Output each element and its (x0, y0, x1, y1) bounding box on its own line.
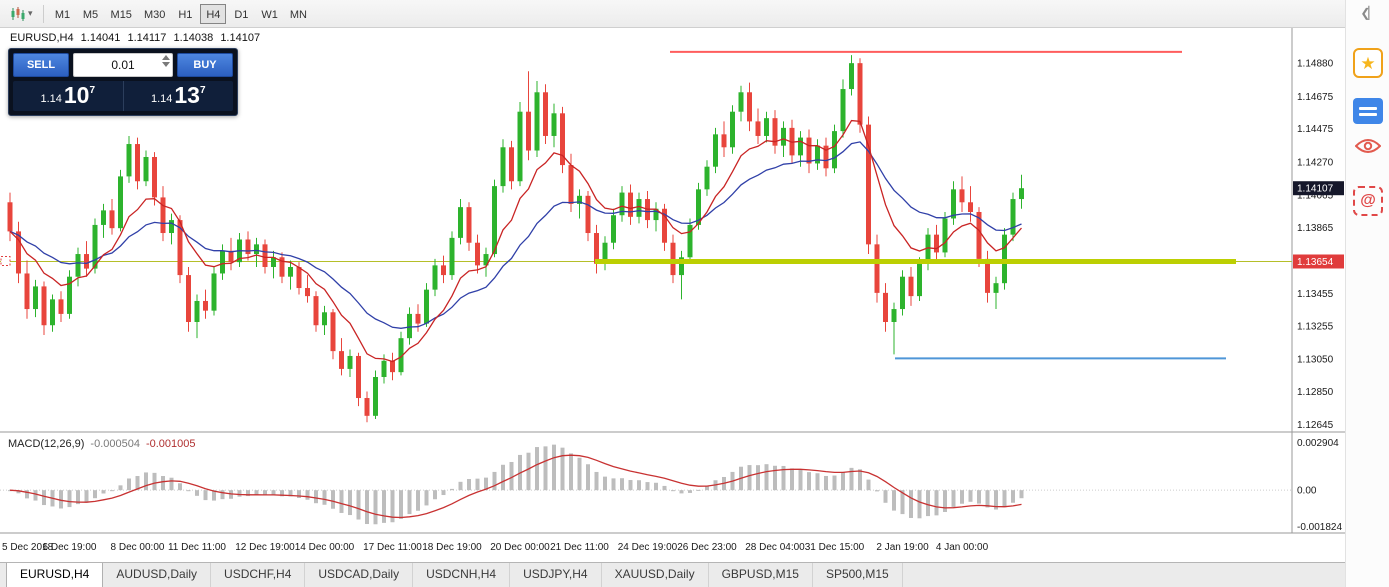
svg-text:1.14065: 1.14065 (1297, 191, 1334, 202)
buy-button[interactable]: BUY (177, 53, 233, 77)
chart-tab-usdjpy-h4[interactable]: USDJPY,H4 (510, 563, 602, 587)
svg-text:14 Dec 00:00: 14 Dec 00:00 (295, 542, 355, 553)
close-value: 1.14107 (220, 32, 261, 44)
spinner-up-icon[interactable] (162, 55, 170, 60)
chart-area[interactable]: 1.14880 1.14675 1.14475 1.14270 1.14065 1.138… (0, 28, 1345, 562)
svg-text:1.14270: 1.14270 (1297, 157, 1334, 168)
symbol-period-label: EURUSD,H4 (10, 32, 74, 44)
volume-value: 0.01 (111, 58, 135, 72)
svg-text:31 Dec 15:00: 31 Dec 15:00 (805, 542, 865, 553)
desktop-side-toolbar: ❮▏ ★ @ (1345, 0, 1389, 587)
eye-protection-icon[interactable] (1353, 136, 1383, 156)
svg-text:24 Dec 19:00: 24 Dec 19:00 (618, 542, 678, 553)
chevron-down-icon: ▾ (28, 8, 33, 18)
timeframe-w1[interactable]: W1 (256, 4, 283, 24)
chart-tab-gbpusd-m15[interactable]: GBPUSD,M15 (709, 563, 813, 587)
one-click-trading-panel: SELL 0.01 BUY 1.14 10 7 1.14 13 7 (8, 48, 238, 116)
notes-cards-icon[interactable] (1353, 98, 1383, 124)
high-value: 1.14117 (127, 32, 167, 44)
chart-ohlc-header: EURUSD,H4 1.14041 1.14117 1.14038 1.1410… (10, 32, 264, 44)
svg-text:26 Dec 23:00: 26 Dec 23:00 (677, 542, 737, 553)
spinner-down-icon[interactable] (162, 62, 170, 67)
buy-price[interactable]: 1.14 13 7 (124, 81, 234, 111)
svg-text:11 Dec 11:00: 11 Dec 11:00 (168, 542, 226, 553)
timeframe-m15[interactable]: M15 (106, 4, 137, 24)
macd-name: MACD(12,26,9) (8, 438, 85, 450)
svg-text:1.14880: 1.14880 (1297, 59, 1334, 70)
chart-tab-sp500-m15[interactable]: SP500,M15 (813, 563, 903, 587)
timeframe-m30[interactable]: M30 (139, 4, 170, 24)
favorites-star-icon[interactable]: ★ (1353, 48, 1383, 78)
low-value: 1.14038 (173, 32, 214, 44)
svg-text:1.14107: 1.14107 (1297, 184, 1334, 195)
svg-text:1.13050: 1.13050 (1297, 355, 1334, 366)
eye-icon (1355, 139, 1381, 153)
macd-main-value: -0.000504 (90, 438, 140, 450)
timeframe-m5[interactable]: M5 (78, 4, 104, 24)
chart-tab-audusd-daily[interactable]: AUDUSD,Daily (103, 563, 212, 587)
svg-text:1.12645: 1.12645 (1297, 420, 1334, 431)
chart-tab-xauusd-daily[interactable]: XAUUSD,Daily (602, 563, 709, 587)
svg-text:1.12850: 1.12850 (1297, 387, 1334, 398)
timeframe-d1[interactable]: D1 (228, 4, 254, 24)
chart-canvas[interactable]: 1.14880 1.14675 1.14475 1.14270 1.14065 1.138… (0, 28, 1345, 562)
buy-price-big: 13 (174, 82, 200, 108)
chart-tab-usdcnh-h4[interactable]: USDCNH,H4 (413, 563, 511, 587)
sell-price-prefix: 1.14 (40, 93, 62, 105)
svg-text:1.13865: 1.13865 (1297, 223, 1334, 234)
sell-button[interactable]: SELL (13, 53, 69, 77)
timeframe-h1[interactable]: H1 (172, 4, 198, 24)
star-glyph: ★ (1360, 53, 1376, 73)
svg-text:12 Dec 19:00: 12 Dec 19:00 (235, 542, 295, 553)
svg-text:2 Jan 19:00: 2 Jan 19:00 (876, 542, 929, 553)
svg-text:1.13255: 1.13255 (1297, 322, 1334, 333)
svg-text:-0.001824: -0.001824 (1297, 522, 1342, 533)
svg-text:8 Dec 00:00: 8 Dec 00:00 (111, 542, 165, 553)
chart-tab-usdchf-h4[interactable]: USDCHF,H4 (211, 563, 306, 587)
mention-at-icon[interactable]: @ (1353, 186, 1383, 216)
toolbar-separator (42, 4, 44, 23)
sell-price[interactable]: 1.14 10 7 (13, 81, 123, 111)
svg-text:21 Dec 11:00: 21 Dec 11:00 (550, 542, 609, 553)
svg-text:1.13455: 1.13455 (1297, 289, 1334, 300)
svg-text:1.14675: 1.14675 (1297, 92, 1334, 103)
svg-text:1.14475: 1.14475 (1297, 124, 1334, 135)
timeframe-h4[interactable]: H4 (200, 3, 227, 24)
timeframe-m1[interactable]: M1 (50, 4, 76, 24)
svg-text:6 Dec 19:00: 6 Dec 19:00 (43, 542, 97, 553)
svg-text:1.13654: 1.13654 (1297, 257, 1334, 268)
macd-indicator-header: MACD(12,26,9) -0.000504 -0.001005 (8, 438, 196, 450)
svg-text:18 Dec 19:00: 18 Dec 19:00 (422, 542, 482, 553)
sell-price-pipette: 7 (89, 85, 96, 96)
chart-tab-usdcad-daily[interactable]: USDCAD,Daily (305, 563, 414, 587)
at-glyph: @ (1360, 192, 1376, 209)
svg-text:17 Dec 11:00: 17 Dec 11:00 (363, 542, 422, 553)
chart-type-button[interactable]: ▾ (6, 4, 37, 24)
svg-text:28 Dec 04:00: 28 Dec 04:00 (745, 542, 805, 553)
collapse-sidebar-button[interactable]: ❮▏ (1346, 6, 1389, 20)
buy-price-pipette: 7 (199, 85, 206, 96)
volume-field[interactable]: 0.01 (73, 53, 173, 77)
open-value: 1.14041 (80, 32, 121, 44)
svg-text:0.002904: 0.002904 (1297, 438, 1339, 449)
macd-signal-value: -0.001005 (145, 438, 196, 450)
timeframe-group: M1 M5 M15 M30 H1 H4 D1 W1 MN (50, 3, 312, 24)
svg-text:0.00: 0.00 (1297, 486, 1317, 497)
collapse-icon: ❮▏ (1360, 6, 1377, 20)
svg-text:20 Dec 00:00: 20 Dec 00:00 (490, 542, 550, 553)
chart-tabs: EURUSD,H4 AUDUSD,Daily USDCHF,H4 USDCAD,Dai… (0, 562, 1345, 587)
periods-toolbar: ▾ M1 M5 M15 M30 H1 H4 D1 W1 MN (0, 0, 1345, 28)
volume-spinner[interactable] (162, 55, 170, 67)
chart-tab-eurusd-h4[interactable]: EURUSD,H4 (6, 563, 104, 587)
buy-price-prefix: 1.14 (150, 93, 173, 105)
svg-text:5 Dec 2018: 5 Dec 2018 (2, 542, 54, 553)
svg-text:4 Jan 00:00: 4 Jan 00:00 (936, 542, 989, 553)
price-divider (122, 81, 124, 111)
candlestick-chart-icon (11, 6, 25, 21)
sell-price-big: 10 (63, 82, 90, 108)
timeframe-mn[interactable]: MN (285, 4, 312, 24)
